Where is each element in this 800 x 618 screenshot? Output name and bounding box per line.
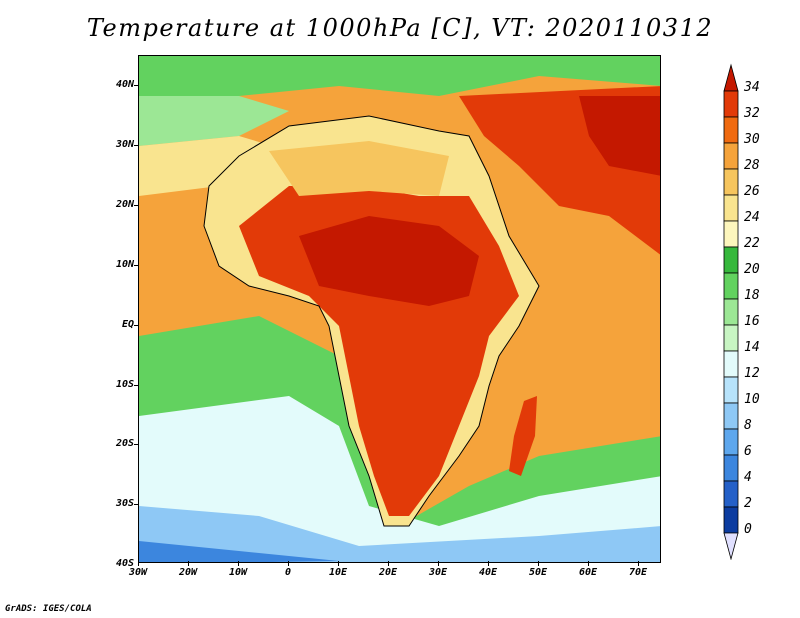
lat-tick — [134, 444, 139, 445]
lat-label: 20N — [115, 199, 134, 210]
lon-tick — [538, 561, 539, 566]
colorbar-swatch — [723, 454, 739, 482]
lon-label: 20E — [378, 567, 398, 578]
lat-label: 10N — [115, 259, 134, 270]
lat-label: 30S — [115, 498, 134, 509]
lat-tick — [134, 205, 139, 206]
colorbar-label: 22 — [744, 236, 760, 251]
temperature-map — [138, 55, 661, 563]
colorbar-swatch — [723, 298, 739, 326]
colorbar-swatch — [723, 376, 739, 404]
sahara-warm — [269, 141, 449, 196]
lon-tick — [488, 561, 489, 566]
colorbar-swatch — [723, 324, 739, 352]
north-atlantic-cool — [139, 96, 289, 146]
colorbar-label: 16 — [744, 314, 760, 329]
colorbar-swatch — [723, 90, 739, 118]
map-title: Temperature at 1000hPa [C], VT: 20201103… — [86, 14, 714, 42]
colorbar-label: 0 — [744, 522, 752, 537]
colorbar-label: 20 — [744, 262, 760, 277]
lon-tick — [438, 561, 439, 566]
colorbar — [723, 63, 739, 560]
lon-tick — [238, 561, 239, 566]
colorbar-swatch — [723, 168, 739, 196]
colorbar-swatch — [723, 402, 739, 430]
lon-label: 70E — [628, 567, 648, 578]
colorbar-label: 30 — [744, 132, 760, 147]
lat-label: EQ — [121, 319, 134, 330]
lon-label: 0 — [284, 567, 292, 578]
colorbar-label: 28 — [744, 158, 760, 173]
lat-label: 20S — [115, 438, 134, 449]
lon-tick — [138, 561, 139, 566]
colorbar-swatch — [723, 350, 739, 378]
lon-tick — [388, 561, 389, 566]
lat-tick — [134, 85, 139, 86]
lon-label: 10E — [328, 567, 348, 578]
colorbar-label: 12 — [744, 366, 760, 381]
colorbar-label: 10 — [744, 392, 760, 407]
lon-label: 20W — [178, 567, 198, 578]
colorbar-top-arrow — [723, 63, 739, 92]
lon-label: 30W — [128, 567, 148, 578]
lat-label: 40N — [115, 79, 134, 90]
colorbar-swatch — [723, 116, 739, 144]
lat-tick — [134, 385, 139, 386]
colorbar-swatch — [723, 194, 739, 222]
colorbar-label: 8 — [744, 418, 752, 433]
colorbar-swatch — [723, 246, 739, 274]
colorbar-label: 32 — [744, 106, 760, 121]
colorbar-label: 6 — [744, 444, 752, 459]
lon-label: 40E — [478, 567, 498, 578]
mediterranean-band — [139, 56, 660, 96]
madagascar — [509, 396, 537, 476]
lat-label: 10S — [115, 379, 134, 390]
colorbar-swatch — [723, 428, 739, 456]
colorbar-swatch — [723, 272, 739, 300]
lat-tick — [134, 325, 139, 326]
colorbar-label: 18 — [744, 288, 760, 303]
lon-label: 30E — [428, 567, 448, 578]
lon-tick — [188, 561, 189, 566]
africa-coastline — [203, 115, 540, 527]
lon-tick — [588, 561, 589, 566]
sahel-hottest — [299, 216, 479, 306]
colorbar-swatch — [723, 142, 739, 170]
lat-label: 30N — [115, 139, 134, 150]
colorbar-swatch — [723, 220, 739, 248]
lon-tick — [338, 561, 339, 566]
lon-tick — [288, 561, 289, 566]
lon-tick — [638, 561, 639, 566]
colorbar-label: 14 — [744, 340, 760, 355]
map-canvas — [139, 56, 660, 562]
lon-label: 10W — [228, 567, 248, 578]
colorbar-label: 24 — [744, 210, 760, 225]
colorbar-swatch — [723, 480, 739, 508]
southern-ocean-blue — [139, 506, 660, 562]
colorbar-swatch — [723, 506, 739, 534]
lon-label: 50E — [528, 567, 548, 578]
colorbar-bottom-arrow — [723, 532, 739, 560]
lat-tick — [134, 145, 139, 146]
lat-tick — [134, 504, 139, 505]
persia-region — [579, 96, 660, 176]
colorbar-label: 34 — [744, 80, 760, 95]
colorbar-label: 26 — [744, 184, 760, 199]
southwest-deep-blue — [139, 541, 339, 562]
credit-text: GrADS: IGES/COLA — [5, 604, 92, 614]
lon-label: 60E — [578, 567, 598, 578]
colorbar-label: 4 — [744, 470, 752, 485]
lat-tick — [134, 265, 139, 266]
lat-label: 40S — [115, 558, 134, 569]
colorbar-label: 2 — [744, 496, 752, 511]
